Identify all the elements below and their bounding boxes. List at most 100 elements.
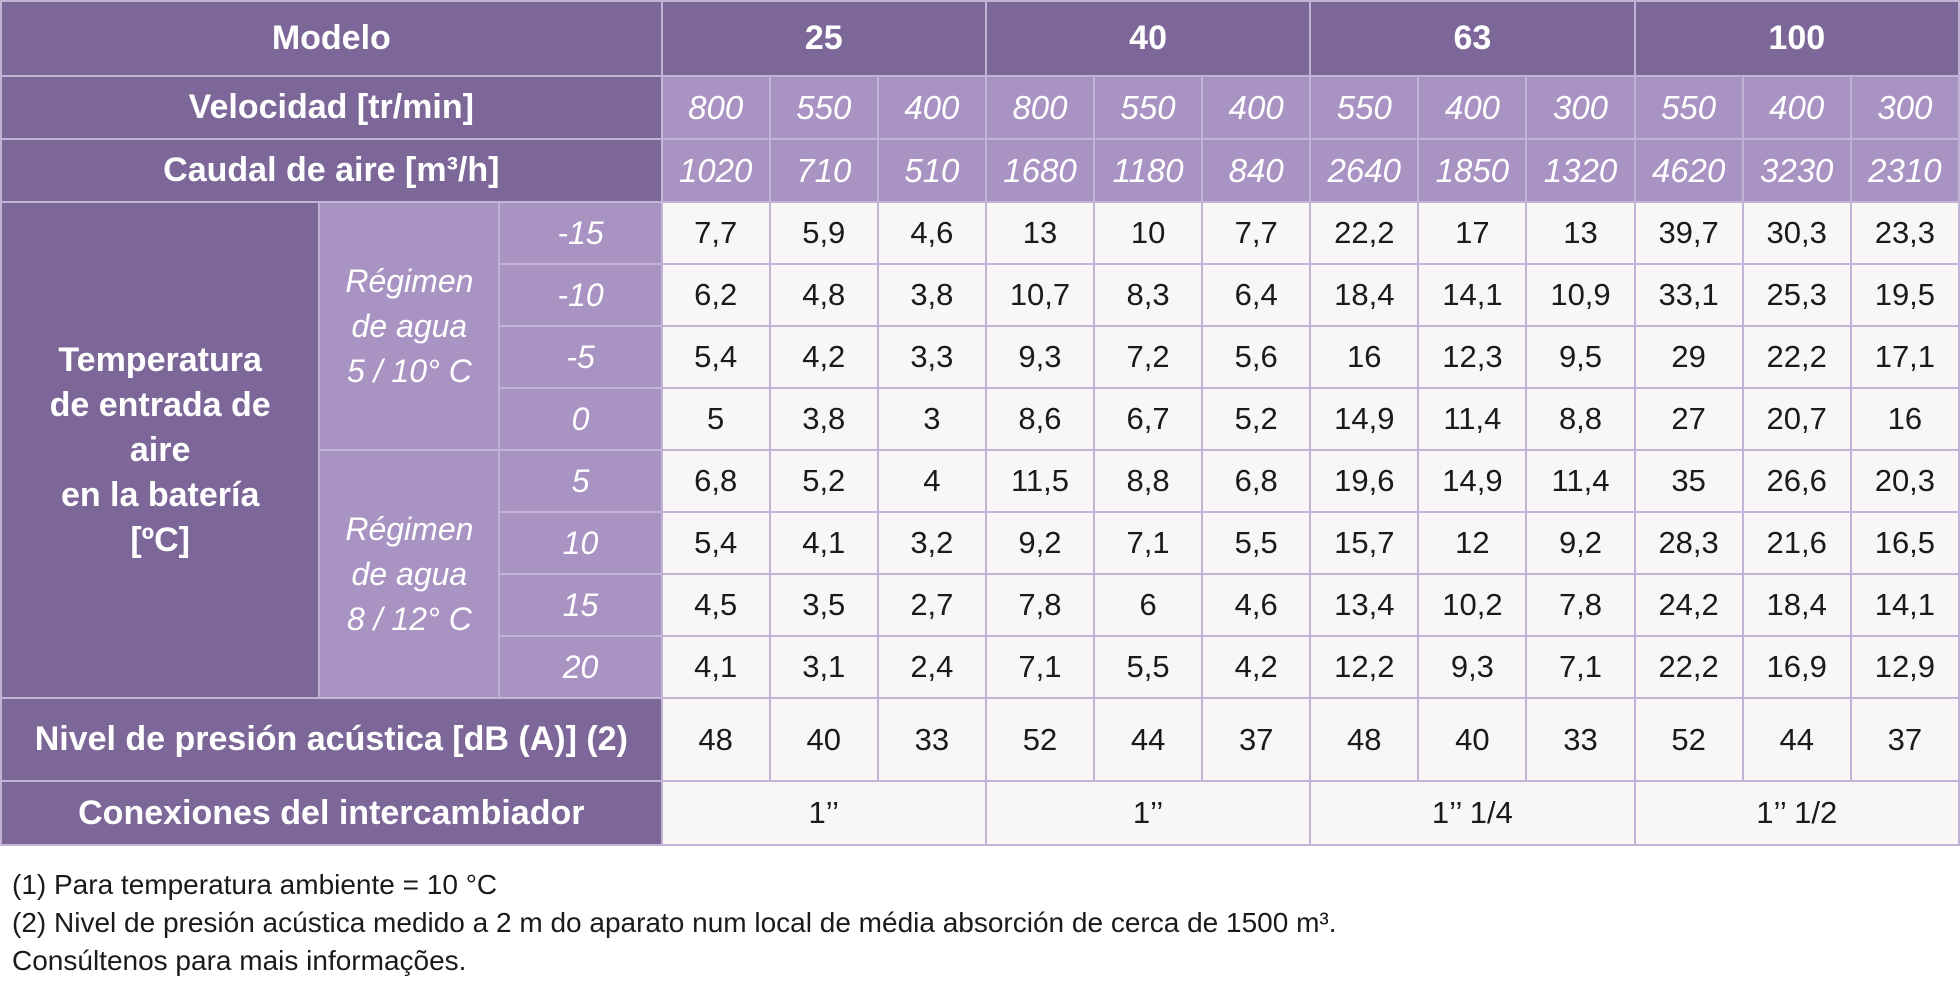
- capacity-cell: 5,5: [1201, 511, 1312, 575]
- temperatura-label: Temperatura de entrada de aire en la baterí…: [0, 201, 321, 699]
- capacity-cell: 10: [1093, 201, 1204, 265]
- conexiones-label: Conexiones del intercambiador: [0, 780, 663, 846]
- capacity-cell: 7,7: [1201, 201, 1312, 265]
- capacity-cell: 7,1: [984, 635, 1096, 699]
- capacity-cell: 6,8: [660, 449, 771, 513]
- capacity-cell: 10,2: [1417, 573, 1528, 637]
- capacity-cell: 5,5: [1093, 635, 1204, 699]
- capacity-cell: 17,1: [1849, 325, 1960, 389]
- capacity-cell: 4,1: [768, 511, 879, 575]
- temperatura-label-line: Temperatura: [58, 340, 262, 379]
- capacity-cell: 7,1: [1093, 511, 1204, 575]
- capacity-cell: 4,6: [876, 201, 987, 265]
- regimen-label-line: Régimen: [345, 262, 474, 299]
- footnote: (1) Para temperatura ambiente = 10 °C: [12, 869, 498, 900]
- capacity-cell: 12,2: [1309, 635, 1420, 699]
- capacity-cell: 22,2: [1633, 635, 1744, 699]
- regimen-label-line: Régimen: [345, 510, 474, 547]
- capacity-cell: 9,2: [1525, 511, 1636, 575]
- caudal-row: Caudal de aire [m³/h] 1020 710 510 1680 …: [0, 138, 1960, 203]
- capacity-cell: 5,9: [768, 201, 879, 265]
- temperatura-label-line: de entrada de: [49, 385, 271, 424]
- velocidad-value: 550: [1633, 75, 1744, 140]
- capacity-cell: 6: [1093, 573, 1204, 637]
- temperature-value: -10: [498, 263, 663, 327]
- temperature-value: 5: [498, 449, 663, 513]
- capacity-cell: 5,4: [660, 511, 771, 575]
- capacity-cell: 7,8: [984, 573, 1096, 637]
- capacity-cell: 9,3: [984, 325, 1096, 389]
- capacity-cell: 22,2: [1741, 325, 1852, 389]
- capacity-cell: 29: [1633, 325, 1744, 389]
- capacity-cell: 5: [660, 387, 771, 451]
- capacity-cell: 3: [876, 387, 987, 451]
- nivel-value: 40: [1417, 697, 1528, 782]
- regimen-label-line: de agua: [351, 555, 468, 592]
- capacity-cell: 27: [1633, 387, 1744, 451]
- capacity-cell: 6,8: [1201, 449, 1312, 513]
- caudal-value: 2310: [1849, 138, 1960, 203]
- capacity-cell: 6,2: [660, 263, 771, 327]
- capacity-cell: 33,1: [1633, 263, 1744, 327]
- nivel-value: 52: [1633, 697, 1744, 782]
- capacity-cell: 6,7: [1093, 387, 1204, 451]
- temperature-row: 0 5 3,8 3 8,6 6,7 5,2 14,9 11,4 8,8 27 20,7 16: [1, 387, 1960, 451]
- regimen-label-line: de agua: [351, 307, 468, 344]
- capacity-cell: 35: [1633, 449, 1744, 513]
- temperature-value: 20: [498, 635, 663, 699]
- capacity-cell: 4,2: [768, 325, 879, 389]
- capacity-cell: 26,6: [1741, 449, 1852, 513]
- capacity-cell: 4: [876, 449, 987, 513]
- regimen-label-line: 8 / 12° C: [346, 600, 472, 637]
- capacity-cell: 4,2: [1201, 635, 1312, 699]
- capacity-cell: 3,8: [768, 387, 879, 451]
- spec-table: Modelo 25 40 63 100 Velocidad [tr/min] 8…: [0, 0, 1960, 846]
- model-header: 63: [1309, 0, 1636, 77]
- capacity-cell: 8,8: [1093, 449, 1204, 513]
- temperature-value: -15: [498, 201, 663, 265]
- capacity-cell: 8,8: [1525, 387, 1636, 451]
- temperature-row: Temperatura de entrada de aire en la baterí…: [0, 201, 1960, 699]
- capacity-cell: 13,4: [1309, 573, 1420, 637]
- capacity-cell: 18,4: [1741, 573, 1852, 637]
- temperature-value: 10: [498, 511, 663, 575]
- capacity-cell: 13: [984, 201, 1096, 265]
- model-header: 40: [984, 0, 1312, 77]
- velocidad-value: 800: [660, 75, 771, 140]
- temperatura-label-line: aire: [129, 430, 191, 469]
- capacity-cell: 5,6: [1201, 325, 1312, 389]
- capacity-cell: 8,3: [1093, 263, 1204, 327]
- caudal-value: 1180: [1093, 138, 1204, 203]
- capacity-cell: 14,9: [1309, 387, 1420, 451]
- temperature-row: 10 5,4 4,1 3,2 9,2 7,1 5,5 15,7 12 9,2 28,3 21,6 16,…: [1, 511, 1960, 575]
- nivel-value: 44: [1741, 697, 1852, 782]
- capacity-cell: 30,3: [1741, 201, 1852, 265]
- velocidad-value: 550: [1309, 75, 1420, 140]
- regimen-label: Régimen de agua 8 / 12° C: [318, 449, 501, 699]
- footnotes: (1) Para temperatura ambiente = 10 °C (2…: [12, 866, 1337, 980]
- velocidad-value: 400: [1417, 75, 1528, 140]
- capacity-cell: 2,4: [876, 635, 987, 699]
- temperature-value: 15: [498, 573, 663, 637]
- capacity-cell: 24,2: [1633, 573, 1744, 637]
- conexiones-row: Conexiones del intercambiador 1’’ 1’’ 1’…: [0, 780, 1960, 846]
- capacity-cell: 19,6: [1309, 449, 1420, 513]
- caudal-value: 1020: [660, 138, 771, 203]
- capacity-cell: 10,7: [984, 263, 1096, 327]
- capacity-cell: 25,3: [1741, 263, 1852, 327]
- regimen-label: Régimen de agua 5 / 10° C: [318, 201, 501, 451]
- footnote: Consúltenos para mais informações.: [12, 945, 467, 976]
- nivel-label: Nivel de presión acústica [dB (A)] (2): [0, 697, 663, 782]
- caudal-value: 4620: [1633, 138, 1744, 203]
- capacity-cell: 21,6: [1741, 511, 1852, 575]
- capacity-cell: 15,7: [1309, 511, 1420, 575]
- velocidad-value: 300: [1525, 75, 1636, 140]
- capacity-cell: 20,3: [1849, 449, 1960, 513]
- capacity-cell: 12,3: [1417, 325, 1528, 389]
- capacity-cell: 4,8: [768, 263, 879, 327]
- nivel-row: Nivel de presión acústica [dB (A)] (2) 4…: [0, 697, 1960, 782]
- capacity-cell: 14,1: [1849, 573, 1960, 637]
- temperature-row: -10 6,2 4,8 3,8 10,7 8,3 6,4 18,4 14,1 10,9 33,1 25…: [1, 263, 1960, 327]
- capacity-cell: 12: [1417, 511, 1528, 575]
